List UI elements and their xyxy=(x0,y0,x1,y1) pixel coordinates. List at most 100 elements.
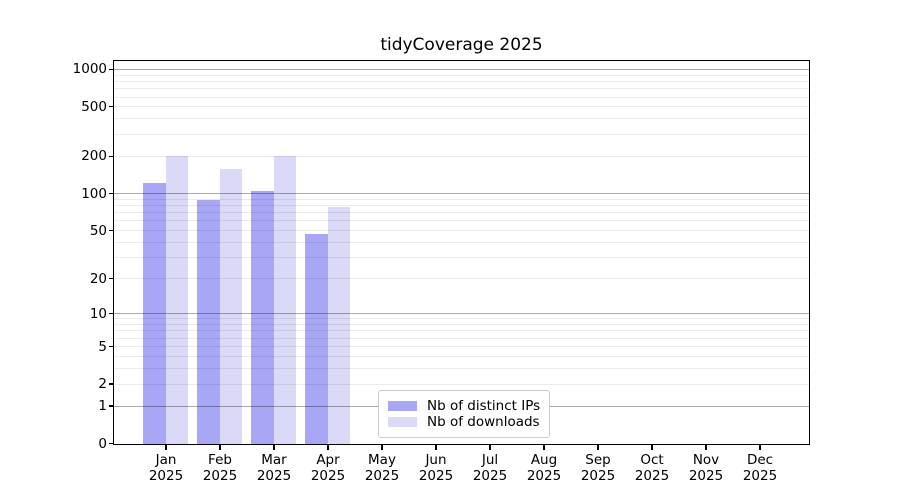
x-tick-label: Mar 2025 xyxy=(239,452,309,484)
y-tick-label: 2 xyxy=(98,376,107,392)
x-tick-year: 2025 xyxy=(634,468,670,484)
x-tick-label: May 2025 xyxy=(347,452,417,484)
x-tick-year: 2025 xyxy=(526,468,562,484)
x-tick-mark xyxy=(219,445,221,450)
x-tick-month: Feb xyxy=(208,452,232,468)
x-tick-month: May xyxy=(368,452,396,468)
x-tick-month: Jan xyxy=(155,452,177,468)
y-tick-label: 20 xyxy=(89,270,107,287)
x-tick-month: Nov xyxy=(692,452,720,468)
y-tick-mark xyxy=(109,230,114,232)
x-tick-mark xyxy=(273,445,275,450)
legend-item-distinct-ips: Nb of distinct IPs xyxy=(388,398,540,414)
gridline-major xyxy=(114,193,809,195)
plot-area xyxy=(113,60,810,445)
x-tick-mark xyxy=(165,445,167,450)
gridline-minor xyxy=(114,133,809,135)
gridline-minor xyxy=(114,96,809,98)
gridline-major xyxy=(114,313,809,315)
x-tick-label: Oct 2025 xyxy=(617,452,687,484)
x-tick-label: Dec 2025 xyxy=(725,452,795,484)
x-tick-mark xyxy=(435,445,437,450)
y-tick-mark xyxy=(109,345,114,348)
y-tick-mark xyxy=(109,193,114,195)
gridline-minor xyxy=(114,324,809,325)
gridline-minor xyxy=(114,337,809,339)
gridline-minor xyxy=(114,241,809,243)
y-tick-label: 200 xyxy=(81,148,107,165)
x-tick-month: Jul xyxy=(481,452,499,468)
y-tick-label: 100 xyxy=(81,185,107,202)
bar-distinct-ips xyxy=(197,199,220,444)
gridline-minor xyxy=(114,80,809,82)
gridline-minor xyxy=(114,355,809,357)
x-tick-label: Feb 2025 xyxy=(185,452,255,484)
x-tick-year: 2025 xyxy=(364,468,400,484)
bar-downloads xyxy=(273,155,296,444)
y-tick-label: 5 xyxy=(98,338,107,355)
y-tick-label: 1 xyxy=(98,398,107,414)
legend: Nb of distinct IPs Nb of downloads xyxy=(378,390,550,438)
gridline-minor xyxy=(114,106,809,108)
gridline-minor xyxy=(114,74,809,76)
y-tick-mark xyxy=(109,68,114,70)
y-tick-label: 50 xyxy=(89,222,107,239)
bar-distinct-ips xyxy=(305,234,328,444)
x-tick-year: 2025 xyxy=(148,468,184,484)
y-tick-label: 500 xyxy=(81,98,107,115)
x-tick-mark xyxy=(543,445,545,450)
gridline-major xyxy=(114,68,809,70)
x-tick-month: Dec xyxy=(746,452,774,468)
legend-swatch-distinct-ips xyxy=(388,401,417,411)
y-tick-mark xyxy=(109,442,114,445)
y-tick-label: 1000 xyxy=(72,61,107,78)
x-tick-month: Sep xyxy=(585,452,611,468)
y-tick-mark xyxy=(109,278,114,280)
x-tick-year: 2025 xyxy=(472,468,508,484)
legend-item-downloads: Nb of downloads xyxy=(388,414,540,430)
x-tick-label: Jul 2025 xyxy=(455,452,525,484)
bar-downloads xyxy=(219,168,242,444)
y-tick-label: 0 xyxy=(98,435,107,452)
y-tick-mark xyxy=(109,405,114,407)
x-tick-month: Apr xyxy=(316,452,340,468)
x-tick-month: Jun xyxy=(425,452,447,468)
gridline-minor xyxy=(114,220,809,222)
x-tick-year: 2025 xyxy=(310,468,346,484)
x-tick-label: Aug 2025 xyxy=(509,452,579,484)
y-tick-mark xyxy=(109,383,114,385)
bar-downloads xyxy=(327,207,350,444)
gridline-minor xyxy=(114,257,809,258)
gridline-minor xyxy=(114,330,809,332)
legend-label-downloads: Nb of downloads xyxy=(427,414,540,430)
x-tick-mark xyxy=(651,445,653,450)
gridline-minor xyxy=(114,155,809,157)
gridline-minor xyxy=(114,212,809,214)
x-tick-year: 2025 xyxy=(256,468,292,484)
y-tick-mark xyxy=(109,155,114,157)
legend-label-distinct-ips: Nb of distinct IPs xyxy=(427,398,541,414)
x-tick-label: Nov 2025 xyxy=(671,452,741,484)
gridline-minor xyxy=(114,205,809,206)
x-tick-year: 2025 xyxy=(688,468,724,484)
gridline-minor xyxy=(114,88,809,90)
x-tick-mark xyxy=(489,445,491,450)
gridline-minor xyxy=(114,278,809,280)
x-tick-mark xyxy=(597,445,599,450)
x-tick-label: Jun 2025 xyxy=(401,452,471,484)
y-tick-label: 10 xyxy=(89,305,107,322)
x-tick-year: 2025 xyxy=(418,468,454,484)
x-tick-mark xyxy=(381,445,383,450)
x-tick-year: 2025 xyxy=(202,468,238,484)
x-tick-month: Oct xyxy=(640,452,664,468)
x-tick-label: Apr 2025 xyxy=(293,452,363,484)
gridline-minor xyxy=(114,118,809,120)
gridline-minor xyxy=(114,318,809,320)
y-tick-mark xyxy=(109,106,114,108)
x-tick-month: Mar xyxy=(261,452,287,468)
x-tick-mark xyxy=(705,445,707,450)
x-tick-label: Jan 2025 xyxy=(131,452,201,484)
bar-distinct-ips xyxy=(143,183,166,444)
y-tick-mark xyxy=(109,313,114,315)
